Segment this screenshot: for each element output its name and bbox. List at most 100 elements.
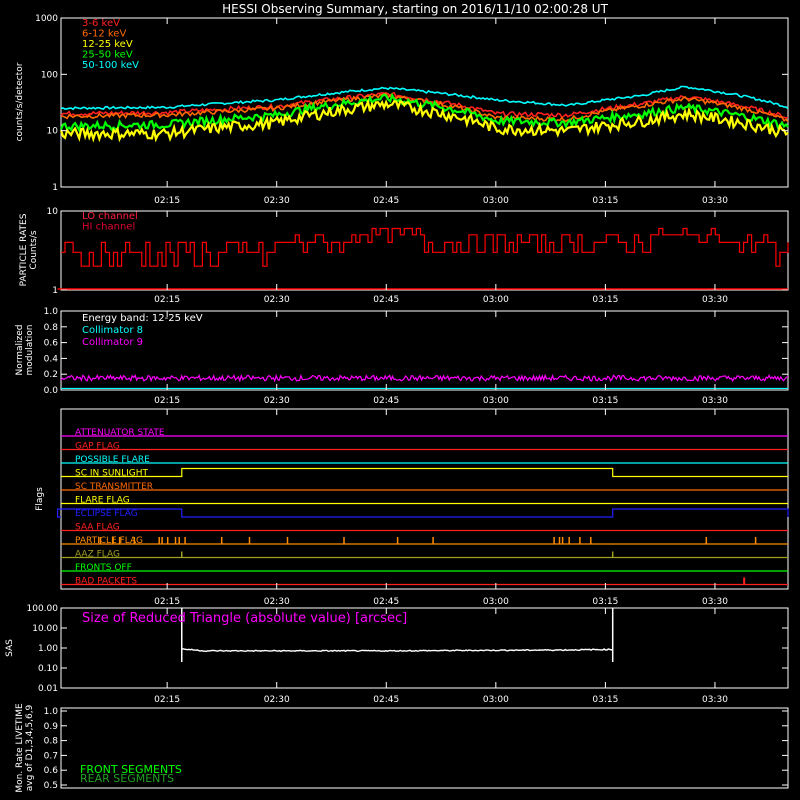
x-tick-label: 03:30 <box>702 295 728 305</box>
x-tick-label: 02:15 <box>154 597 180 607</box>
sas-series <box>181 608 614 662</box>
flag-label: SC TRANSMITTER <box>75 482 153 492</box>
flag-label: ATTENUATOR STATE <box>75 428 165 438</box>
x-tick-label: 02:30 <box>264 396 290 406</box>
x-tick-label: 03:15 <box>592 196 618 206</box>
x-tick-label: 03:00 <box>483 196 509 206</box>
y-tick-label: 0.4 <box>44 354 59 364</box>
particle-rates-y-label-2: Counts/s <box>29 230 39 269</box>
legend-entry: Collimator 9 <box>82 337 143 348</box>
legend-entry: HI channel <box>82 222 135 233</box>
legend-entry: REAR SEGMENTS <box>80 772 174 785</box>
x-tick-label: 02:30 <box>264 695 290 705</box>
flags-x-ticks: 02:15 02:30 02:45 03:00 03:15 03:30 <box>154 409 728 607</box>
y-tick-label: 10 <box>47 207 59 217</box>
x-tick-label: 02:15 <box>154 295 180 305</box>
x-tick-label: 02:45 <box>373 295 399 305</box>
x-tick-label: 03:30 <box>702 196 728 206</box>
flag-label: POSSIBLE FLARE <box>75 455 150 465</box>
x-tick-label: 02:45 <box>373 597 399 607</box>
y-tick-label: 100.00 <box>27 604 59 614</box>
sas-annotation: Size of Reduced Triangle (absolute value… <box>82 611 407 626</box>
sas-y-label: SAS <box>5 639 15 657</box>
sas-y-ticks: 100.00 10.00 1.00 0.10 0.01 <box>27 604 788 694</box>
x-tick-label: 03:00 <box>483 295 509 305</box>
flag-label: FRONTS OFF <box>75 563 132 573</box>
modulation-y-label-2: modulation <box>25 325 35 376</box>
x-tick-label: 03:30 <box>702 597 728 607</box>
x-tick-label: 02:15 <box>154 196 180 206</box>
x-tick-label: 03:15 <box>592 695 618 705</box>
flag-label: GAP FLAG <box>75 442 120 452</box>
x-tick-label: 03:15 <box>592 295 618 305</box>
figure-title: HESSI Observing Summary, starting on 201… <box>222 2 608 16</box>
y-tick-label: 1.0 <box>44 307 59 317</box>
x-tick-label: 02:30 <box>264 597 290 607</box>
y-tick-label: 1.0 <box>44 707 59 717</box>
series-lo-channel <box>61 227 789 267</box>
series-reduced-triangle <box>181 648 613 653</box>
particle-rates-y-ticks: 10 1 <box>47 207 788 296</box>
flag-line <box>57 508 789 518</box>
flags-frame <box>60 408 789 590</box>
series-25-50-keV <box>59 92 789 133</box>
modulation-frame <box>60 310 789 391</box>
legend-entry: 50-100 keV <box>82 60 139 71</box>
count-rates-series <box>59 85 789 143</box>
count-rates-frame <box>60 17 789 188</box>
legend-entry: 25-50 keV <box>82 50 133 61</box>
flag-label: ECLIPSE FLAG <box>75 509 138 519</box>
flag-line <box>61 467 788 478</box>
livetime-y-label-2: avg of D1,3,4,5,6,9 <box>25 704 35 791</box>
y-tick-label: 100 <box>41 70 58 80</box>
y-tick-label: 0.6 <box>44 339 59 349</box>
y-tick-label: 1 <box>52 183 58 193</box>
y-tick-label: 10.00 <box>32 624 58 634</box>
y-tick-label: 0.7 <box>44 751 58 761</box>
x-tick-label: 03:15 <box>592 396 618 406</box>
count-rates-panel: 1000 100 10 1 02:15 02:30 02:45 03:00 03:15 03:3… <box>15 14 789 206</box>
livetime-panel: 1.0 0.9 0.8 0.7 0.6 0.5 Mon. Rate LIVETIME av… <box>15 703 789 793</box>
y-tick-label: 0.8 <box>44 737 59 747</box>
x-tick-label: 02:15 <box>154 695 180 705</box>
x-tick-label: 03:15 <box>592 597 618 607</box>
x-tick-label: 03:00 <box>483 695 509 705</box>
x-tick-label: 03:00 <box>483 396 509 406</box>
y-tick-label: 0.01 <box>38 684 58 694</box>
x-tick-label: 02:15 <box>154 396 180 406</box>
livetime-frame <box>60 707 789 789</box>
y-tick-label: 0.2 <box>44 370 58 380</box>
legend-entry: Collimator 8 <box>82 325 143 336</box>
legend-entry: 3-6 keV <box>82 18 120 29</box>
livetime-y-ticks: 1.0 0.9 0.8 0.7 0.6 0.5 <box>44 707 788 791</box>
flag-label: FLARE FLAG <box>75 496 130 506</box>
x-tick-label: 03:30 <box>702 695 728 705</box>
series-collimator-9 <box>60 373 789 383</box>
modulation-y-label-1: Normalized <box>15 324 25 375</box>
modulation-energy-band: Energy band: 12-25 keV <box>82 313 203 324</box>
legend-entry: FRONT SEGMENTS <box>80 763 182 776</box>
y-tick-label: 10 <box>47 127 59 137</box>
x-tick-label: 02:30 <box>264 196 290 206</box>
flag-label: PARTICLE FLAG <box>75 536 143 546</box>
y-tick-label: 0.8 <box>44 323 59 333</box>
series-12-25-keV <box>59 98 789 143</box>
y-tick-label: 0.9 <box>44 722 59 732</box>
y-tick-label: 0.6 <box>44 766 59 776</box>
flags-panel: ATTENUATOR STATE GAP FLAG POSSIBLE FLARE SC… <box>35 408 789 607</box>
particle-rates-panel: 10 1 02:15 02:30 02:45 03:00 03:15 03:30 PARTI… <box>19 207 789 305</box>
legend-entry: 6-12 keV <box>82 29 126 40</box>
count-rates-y-ticks: 1000 100 10 1 <box>35 14 788 193</box>
series-50-100-keV <box>60 85 789 111</box>
count-rates-y-label: counts/s/detector <box>15 62 25 141</box>
modulation-series <box>60 373 789 390</box>
x-tick-label: 02:45 <box>373 695 399 705</box>
legend-entry: LO channel <box>82 211 138 222</box>
flag-label: AAZ FLAG <box>75 550 120 560</box>
modulation-y-ticks: 1.0 0.8 0.6 0.4 0.2 0.0 <box>44 307 788 396</box>
